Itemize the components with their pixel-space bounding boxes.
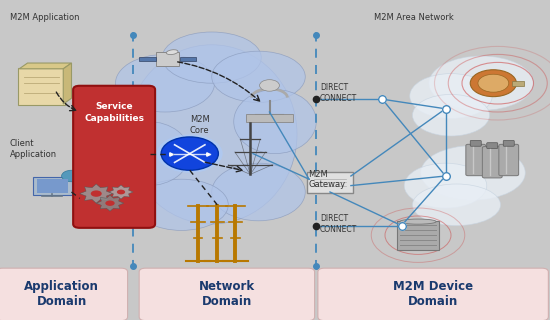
Polygon shape bbox=[63, 63, 72, 104]
Circle shape bbox=[478, 74, 509, 92]
Ellipse shape bbox=[126, 45, 297, 224]
FancyBboxPatch shape bbox=[487, 143, 498, 148]
Text: Client
Application: Client Application bbox=[10, 139, 57, 159]
Text: M2M
Gateway: M2M Gateway bbox=[308, 170, 345, 189]
Bar bbox=[180, 57, 196, 61]
Circle shape bbox=[470, 70, 516, 97]
Polygon shape bbox=[19, 63, 72, 69]
Circle shape bbox=[62, 170, 81, 182]
Circle shape bbox=[161, 137, 218, 170]
FancyBboxPatch shape bbox=[466, 144, 486, 176]
Circle shape bbox=[157, 134, 223, 173]
Bar bbox=[139, 57, 156, 61]
Ellipse shape bbox=[412, 94, 490, 136]
Polygon shape bbox=[96, 195, 124, 211]
Ellipse shape bbox=[429, 56, 534, 110]
FancyBboxPatch shape bbox=[0, 268, 128, 320]
Ellipse shape bbox=[421, 146, 525, 200]
FancyBboxPatch shape bbox=[499, 144, 519, 176]
Ellipse shape bbox=[116, 54, 214, 112]
Ellipse shape bbox=[212, 51, 305, 102]
Polygon shape bbox=[109, 185, 133, 199]
Bar bbox=[512, 81, 524, 86]
Ellipse shape bbox=[135, 179, 228, 230]
FancyBboxPatch shape bbox=[318, 268, 548, 320]
Ellipse shape bbox=[404, 163, 487, 208]
Text: DIRECT
CONNECT: DIRECT CONNECT bbox=[320, 83, 358, 103]
Circle shape bbox=[91, 190, 102, 197]
Text: Application
Domain: Application Domain bbox=[24, 280, 100, 308]
FancyBboxPatch shape bbox=[36, 179, 68, 193]
Text: M2M Application: M2M Application bbox=[10, 13, 79, 22]
Circle shape bbox=[117, 189, 125, 195]
Ellipse shape bbox=[212, 163, 305, 221]
FancyBboxPatch shape bbox=[307, 172, 353, 193]
FancyBboxPatch shape bbox=[246, 114, 293, 122]
FancyBboxPatch shape bbox=[482, 147, 502, 178]
FancyBboxPatch shape bbox=[18, 68, 65, 105]
Circle shape bbox=[260, 80, 279, 91]
Text: M2M
Core: M2M Core bbox=[190, 115, 210, 135]
Text: M2M Area Network: M2M Area Network bbox=[374, 13, 454, 22]
Ellipse shape bbox=[166, 50, 178, 55]
Circle shape bbox=[106, 200, 114, 206]
FancyBboxPatch shape bbox=[470, 140, 481, 146]
FancyBboxPatch shape bbox=[156, 52, 179, 66]
Ellipse shape bbox=[400, 219, 436, 224]
Text: Network
Domain: Network Domain bbox=[199, 280, 255, 308]
FancyBboxPatch shape bbox=[33, 177, 72, 195]
Ellipse shape bbox=[412, 184, 500, 226]
Polygon shape bbox=[80, 184, 113, 203]
FancyBboxPatch shape bbox=[139, 268, 315, 320]
FancyBboxPatch shape bbox=[503, 140, 514, 146]
Ellipse shape bbox=[234, 90, 316, 154]
Ellipse shape bbox=[410, 74, 492, 118]
Ellipse shape bbox=[107, 122, 190, 186]
FancyBboxPatch shape bbox=[397, 221, 439, 250]
FancyBboxPatch shape bbox=[73, 86, 155, 228]
Text: M2M Device
Domain: M2M Device Domain bbox=[393, 280, 473, 308]
Ellipse shape bbox=[162, 32, 261, 83]
Text: Service
Capabilities: Service Capabilities bbox=[84, 102, 144, 123]
Text: DIRECT
CONNECT: DIRECT CONNECT bbox=[320, 214, 358, 234]
